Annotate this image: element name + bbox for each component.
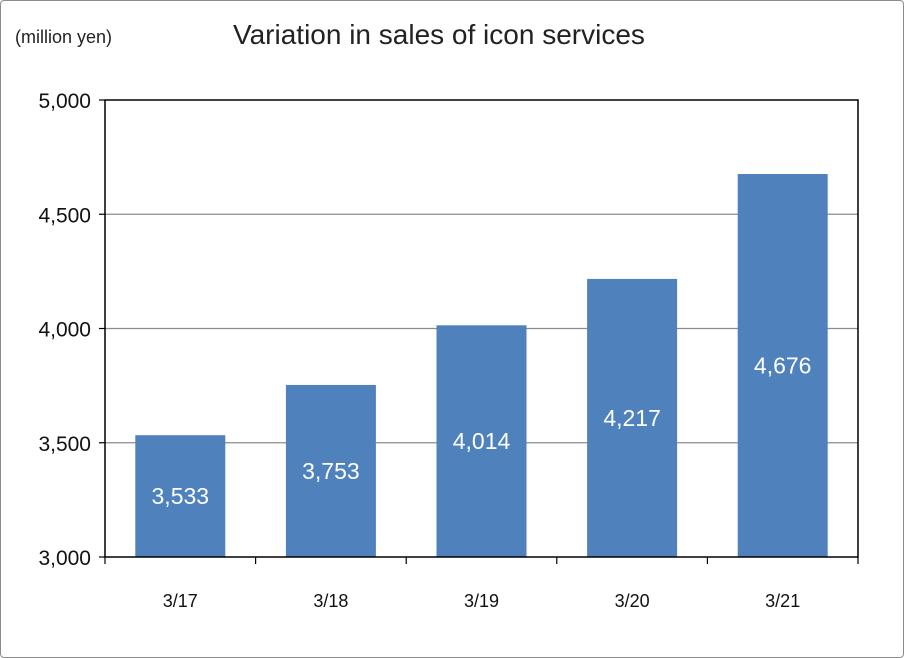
- bar-3/20: [587, 278, 678, 557]
- x-tick-label: 3/17: [163, 591, 198, 611]
- data-label: 3,753: [302, 458, 360, 484]
- x-tick-label: 3/19: [464, 591, 499, 611]
- bar-3/18: [285, 384, 376, 557]
- bars: [135, 174, 828, 557]
- y-tick-label: 3,500: [38, 433, 91, 456]
- y-tick-label: 5,000: [38, 90, 91, 113]
- x-axis: 3/17 3/18 3/19 3/20 3/21: [104, 557, 859, 611]
- data-label: 4,014: [453, 428, 511, 454]
- x-tick-label: 3/20: [615, 591, 650, 611]
- y-axis: 3,000 3,500 4,000 4,500 5,000: [38, 90, 105, 570]
- bar-3/19: [436, 325, 527, 557]
- y-tick-label: 4,000: [38, 319, 91, 342]
- bar-3/17: [135, 435, 226, 557]
- y-tick-label: 4,500: [38, 204, 91, 227]
- bar-3/21: [737, 174, 828, 557]
- x-tick-label: 3/21: [765, 591, 800, 611]
- data-labels: 3,533 3,753 4,014 4,217 4,676: [152, 353, 812, 510]
- x-tick-label: 3/18: [313, 591, 348, 611]
- chart-title: Variation in sales of icon services: [233, 19, 645, 50]
- y-tick-label: 3,000: [38, 547, 91, 570]
- data-label: 4,676: [754, 353, 812, 379]
- data-label: 4,217: [603, 405, 661, 431]
- unit-label: (million yen): [15, 27, 113, 47]
- data-label: 3,533: [152, 483, 210, 509]
